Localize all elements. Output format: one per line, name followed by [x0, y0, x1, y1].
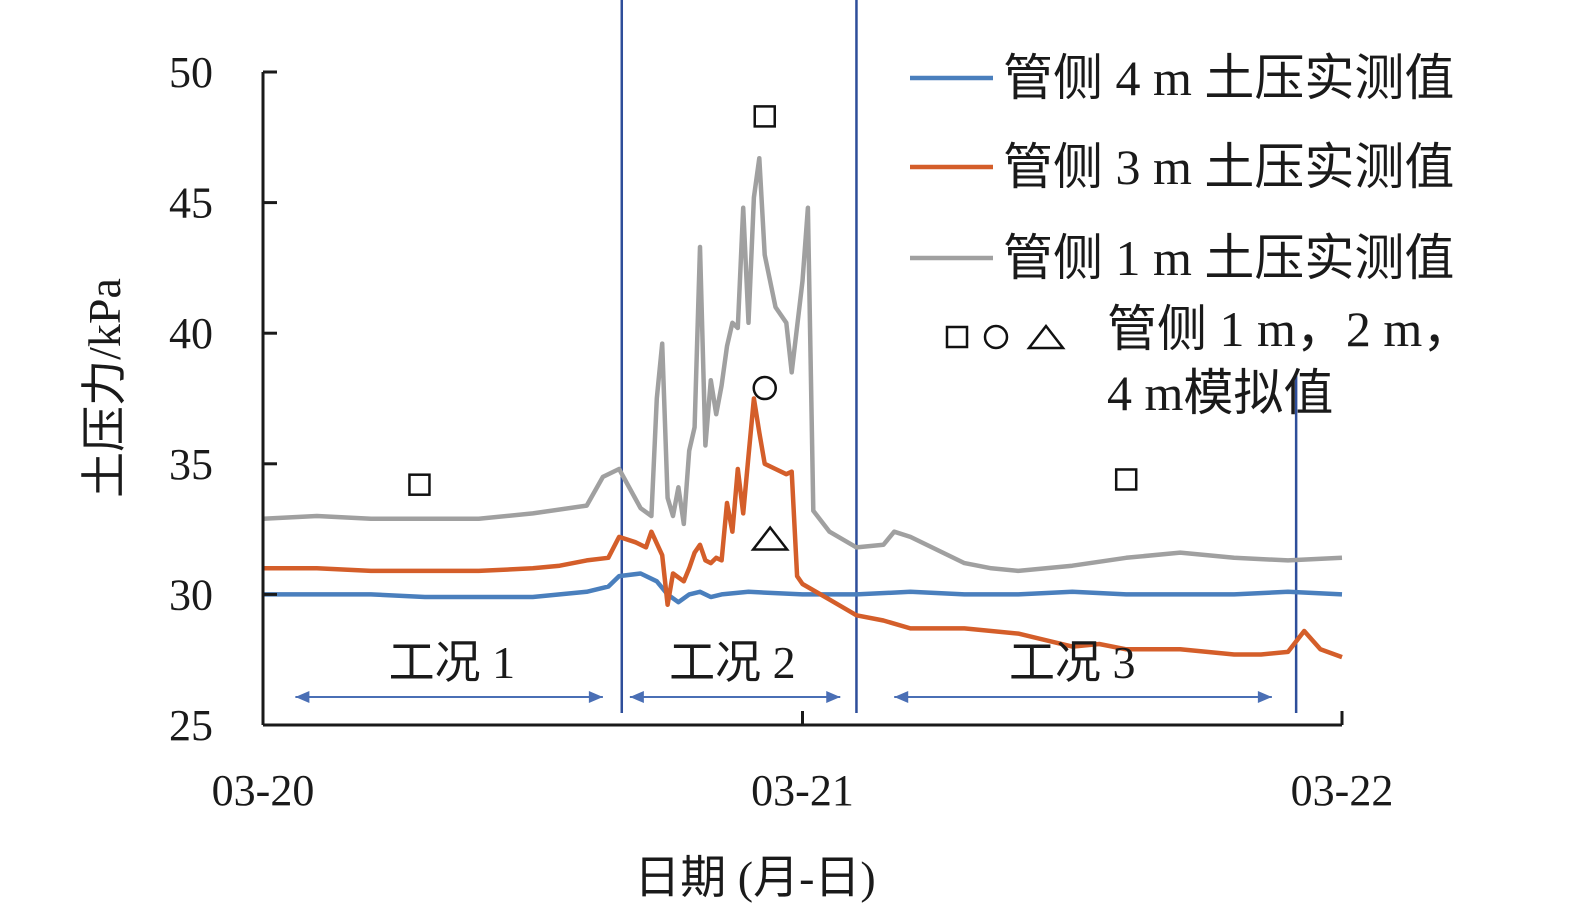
series-line-3	[262, 155, 1343, 574]
phase-arrowhead-left	[894, 691, 909, 703]
legend-label: 管侧 1 m 土压实测值	[1003, 230, 1454, 286]
y-tick-label: 50	[169, 48, 213, 97]
series-lines	[262, 155, 1343, 660]
legend-marker-label-line2: 4 m模拟值	[1107, 365, 1333, 421]
marker-square	[408, 473, 431, 496]
series-line-1	[263, 571, 1343, 605]
marker-triangle	[750, 525, 790, 551]
series-line-2	[263, 396, 1343, 660]
phase-label: 工况 2	[669, 637, 796, 688]
legend-triangle-icon	[1026, 323, 1066, 350]
legend-label: 管侧 4 m 土压实测值	[1003, 50, 1454, 106]
legend-square-icon	[945, 325, 969, 349]
phase-arrowhead-right	[826, 691, 841, 703]
phase-annotations: 工况 1 工况 2 工况 3	[295, 637, 1272, 703]
legend-label: 管侧 3 m 土压实测值	[1003, 139, 1454, 195]
y-tick-label: 25	[169, 701, 213, 750]
phase-arrowhead-right	[1257, 691, 1272, 703]
y-tick-label: 30	[169, 570, 213, 619]
legend-marker-label-line1: 管侧 1 m，2 m，	[1107, 301, 1472, 357]
y-tick-label: 40	[169, 309, 213, 358]
x-tick-label: 03-22	[1291, 766, 1394, 815]
phase-arrowhead-left	[295, 691, 310, 703]
x-tick-label: 03-21	[751, 766, 854, 815]
axes: 25 30 35 40 45 50 03-20 03-21 03-22	[169, 48, 1393, 815]
phase-label: 工况 3	[1009, 637, 1136, 688]
y-tick-label: 45	[169, 179, 213, 228]
y-axis-title: 土压力/kPa	[79, 278, 130, 498]
phase-label: 工况 1	[389, 637, 516, 688]
x-axis-title: 日期 (月-日)	[634, 852, 875, 903]
x-tick-label: 03-20	[212, 766, 315, 815]
simulated-markers	[408, 105, 1138, 551]
marker-square	[1114, 468, 1138, 491]
phase-arrowhead-left	[629, 691, 644, 703]
marker-square	[753, 105, 776, 128]
phase-arrowhead-right	[588, 691, 603, 703]
y-tick-label: 35	[169, 440, 213, 489]
legend-circle-icon	[983, 324, 1009, 350]
marker-circle	[752, 375, 777, 401]
